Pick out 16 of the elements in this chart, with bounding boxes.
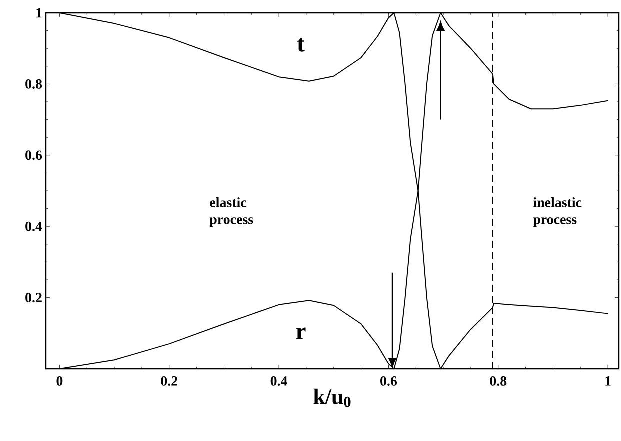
annotation: inelastic process bbox=[533, 198, 582, 228]
x-axis-title: k/u$_{0}$ bbox=[314, 388, 351, 408]
y-tick-label: 0.2 bbox=[26, 293, 42, 303]
x-tick-label: 0.2 bbox=[161, 376, 178, 386]
x-tick-label: 0 bbox=[56, 376, 63, 386]
x-tick-label: 0.6 bbox=[380, 376, 398, 386]
y-tick-label: 0.8 bbox=[26, 79, 42, 89]
y-tick-label: 0.6 bbox=[26, 150, 42, 160]
x-tick-label: 0.4 bbox=[270, 376, 288, 386]
series-label: r bbox=[296, 328, 306, 340]
x-tick-label: 0.8 bbox=[490, 376, 507, 386]
y-tick-label: 1 bbox=[36, 8, 42, 18]
annotation: elastic process bbox=[210, 198, 254, 228]
y-tick-label: 0.4 bbox=[26, 222, 42, 232]
x-tick-label: 1 bbox=[606, 376, 611, 386]
legend-label: t bbox=[297, 38, 305, 52]
